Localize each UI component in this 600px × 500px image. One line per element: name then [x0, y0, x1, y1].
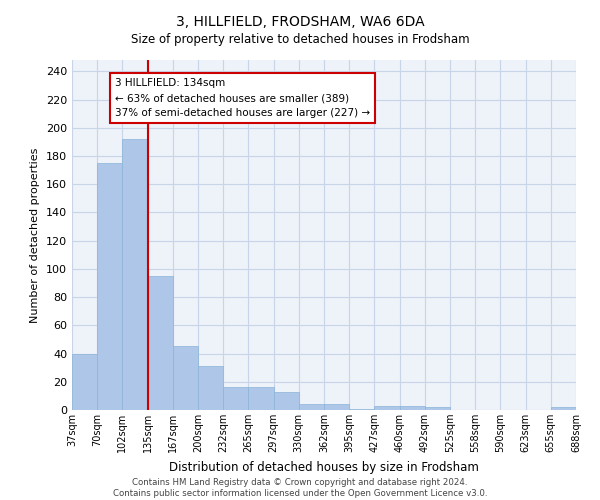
- Bar: [248, 388, 274, 410]
- Text: Contains HM Land Registry data © Crown copyright and database right 2024.
Contai: Contains HM Land Registry data © Crown c…: [113, 478, 487, 498]
- Bar: [400, 406, 425, 410]
- Bar: [324, 404, 349, 410]
- Bar: [425, 407, 450, 410]
- Bar: [148, 276, 173, 410]
- Bar: [122, 139, 148, 410]
- Bar: [551, 407, 576, 410]
- Text: 3 HILLFIELD: 134sqm
← 63% of detached houses are smaller (389)
37% of semi-detac: 3 HILLFIELD: 134sqm ← 63% of detached ho…: [115, 78, 370, 118]
- Y-axis label: Number of detached properties: Number of detached properties: [31, 148, 40, 322]
- Bar: [198, 366, 223, 410]
- Bar: [374, 406, 400, 410]
- Text: 3, HILLFIELD, FRODSHAM, WA6 6DA: 3, HILLFIELD, FRODSHAM, WA6 6DA: [176, 15, 424, 29]
- Bar: [72, 354, 97, 410]
- Bar: [173, 346, 198, 410]
- Bar: [97, 163, 122, 410]
- Bar: [274, 392, 299, 410]
- Bar: [349, 408, 374, 410]
- X-axis label: Distribution of detached houses by size in Frodsham: Distribution of detached houses by size …: [169, 460, 479, 473]
- Bar: [223, 388, 248, 410]
- Bar: [299, 404, 324, 410]
- Text: Size of property relative to detached houses in Frodsham: Size of property relative to detached ho…: [131, 32, 469, 46]
